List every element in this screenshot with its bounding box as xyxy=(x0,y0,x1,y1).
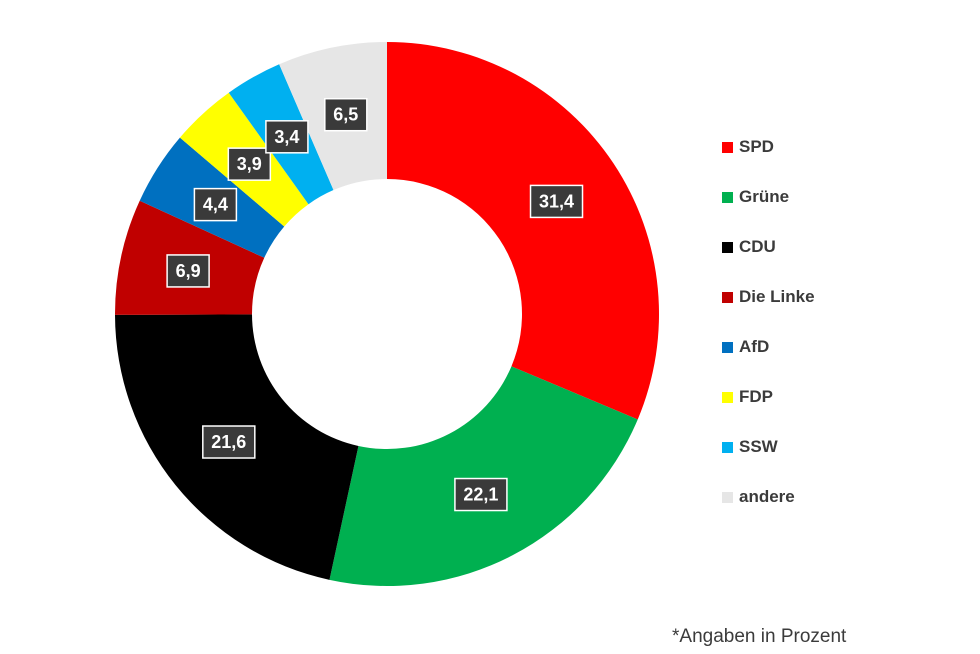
slice-gruene xyxy=(329,366,638,587)
data-label-box xyxy=(454,477,508,512)
legend-label: SPD xyxy=(739,137,774,156)
legend-item-die-linke: Die Linke xyxy=(722,272,815,322)
legend: SPD Grüne CDU Die Linke AfD FDP SSW andere xyxy=(722,122,815,522)
legend-label: SSW xyxy=(739,437,778,456)
legend-swatch xyxy=(722,491,733,503)
legend-label: Grüne xyxy=(739,187,790,206)
data-label-fdp: 3,9 xyxy=(227,147,272,181)
data-label-afd: 4,4 xyxy=(193,187,238,222)
data-label-box xyxy=(324,97,368,132)
legend-swatch xyxy=(722,291,733,303)
data-label-text: 3,9 xyxy=(237,154,262,174)
legend-item-cdu: CDU xyxy=(722,222,815,272)
legend-item-spd: SPD xyxy=(722,122,815,172)
data-label-text: 3,4 xyxy=(274,127,299,147)
data-label-gruene: 22,1 xyxy=(454,477,508,512)
data-label-text: 21,6 xyxy=(211,432,246,452)
legend-item-ssw: SSW xyxy=(722,422,815,472)
data-label-box xyxy=(193,187,238,222)
data-label-box xyxy=(265,120,309,154)
legend-label: CDU xyxy=(739,237,776,256)
legend-swatch xyxy=(722,441,733,453)
data-label-text: 6,5 xyxy=(333,105,358,125)
data-label-die-linke: 6,9 xyxy=(166,254,210,288)
legend-swatch xyxy=(722,191,733,203)
legend-swatch xyxy=(722,341,733,353)
data-label-box xyxy=(202,425,256,459)
legend-item-fdp: FDP xyxy=(722,372,815,422)
legend-label: FDP xyxy=(739,387,773,406)
legend-swatch xyxy=(722,241,733,253)
legend-label: AfD xyxy=(739,337,770,356)
data-label-cdu: 21,6 xyxy=(202,425,256,459)
footnote: *Angaben in Prozent xyxy=(672,626,847,647)
data-label-text: 22,1 xyxy=(463,485,498,505)
data-label-box xyxy=(166,254,210,288)
data-label-text: 6,9 xyxy=(176,261,201,281)
legend-swatch xyxy=(722,391,733,403)
legend-label: andere xyxy=(739,487,795,506)
data-label-box xyxy=(529,184,584,219)
legend-swatch xyxy=(722,141,733,153)
data-label-andere: 6,5 xyxy=(324,97,368,132)
legend-item-gruene: Grüne xyxy=(722,172,815,222)
data-label-text: 31,4 xyxy=(539,191,574,211)
legend-label: Die Linke xyxy=(739,287,815,306)
data-label-ssw: 3,4 xyxy=(265,120,309,154)
data-label-text: 4,4 xyxy=(203,195,228,215)
legend-item-afd: AfD xyxy=(722,322,815,372)
legend-item-andere: andere xyxy=(722,472,815,522)
data-label-box xyxy=(227,147,272,181)
slice-spd xyxy=(387,42,659,420)
data-label-spd: 31,4 xyxy=(529,184,584,219)
